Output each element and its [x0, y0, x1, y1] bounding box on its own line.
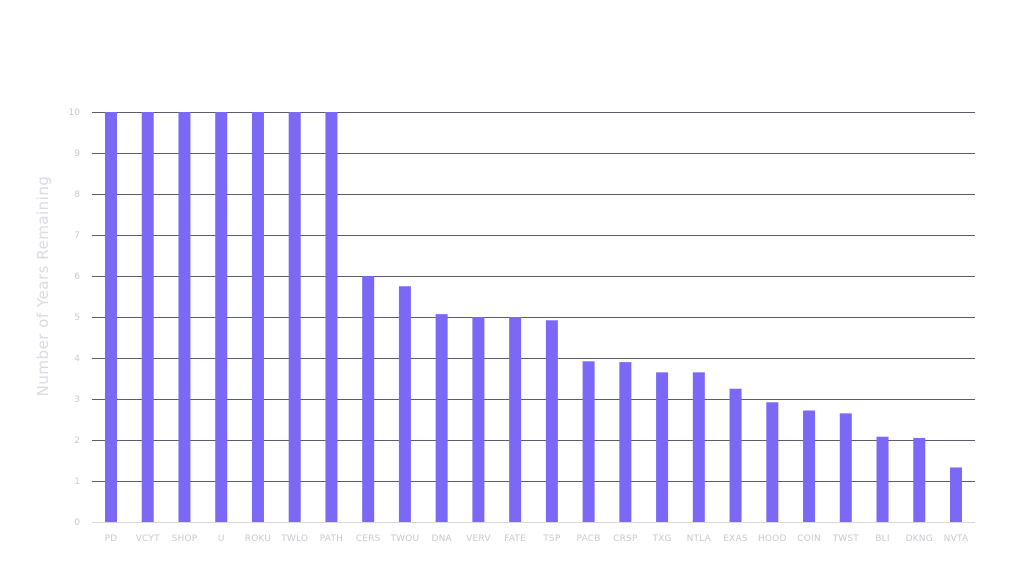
gridlines — [92, 112, 975, 523]
x-tick-label: PATH — [320, 534, 343, 544]
x-tick-label: CRSP — [613, 534, 638, 544]
bar-cers — [362, 276, 375, 522]
y-axis-ticks: 0 1 2 3 4 5 6 7 8 9 10 — [69, 108, 81, 528]
x-tick-label: PD — [105, 534, 118, 544]
bar-path — [325, 112, 338, 522]
x-tick-label: DKNG — [906, 534, 933, 544]
bar-nvta — [950, 467, 962, 522]
y-tick-label: 0 — [74, 518, 80, 528]
x-axis-ticks: PD VCYT SHOP U ROKU TWLO PATH CERS TWOU DNA VERV FA… — [105, 534, 969, 544]
bar-hood — [766, 402, 779, 522]
x-tick-label: TWOU — [389, 534, 419, 544]
y-tick-label: 3 — [74, 395, 80, 405]
x-tick-label: TXG — [651, 534, 671, 544]
x-tick-label: U — [218, 534, 225, 544]
x-tick-label: ROKU — [245, 534, 271, 544]
x-tick-label: COIN — [797, 534, 821, 544]
y-axis-label: Number of Years Remaining — [34, 176, 52, 397]
bar-twlo — [288, 112, 301, 522]
y-tick-label: 2 — [74, 436, 80, 446]
bar-fate — [509, 317, 522, 522]
bar-roku — [251, 112, 264, 522]
bar-ntla — [692, 372, 705, 522]
y-tick-label: 8 — [74, 190, 80, 200]
x-tick-label: SHOP — [172, 534, 198, 544]
bar-u — [215, 112, 228, 522]
x-tick-label: VCYT — [136, 534, 160, 544]
bar-vcyt — [141, 112, 154, 522]
x-tick-label: CERS — [356, 534, 381, 544]
bar-pd — [105, 112, 117, 522]
bar-tsp — [545, 320, 558, 522]
bar-dkng — [913, 437, 926, 522]
x-tick-label: NVTA — [944, 534, 969, 544]
bar-coin — [803, 410, 816, 522]
bars — [105, 112, 962, 522]
y-tick-label: 4 — [74, 354, 80, 364]
x-tick-label: DNA — [431, 534, 452, 544]
x-tick-label: TWST — [832, 534, 860, 544]
x-tick-label: EXAS — [723, 534, 748, 544]
bar-txg — [656, 372, 669, 522]
y-tick-label: 7 — [74, 231, 80, 241]
bar-pacb — [582, 361, 595, 522]
x-tick-label: FATE — [504, 534, 526, 544]
x-tick-label: HOOD — [758, 534, 787, 544]
bar-verv — [472, 317, 485, 522]
bar-dna — [435, 314, 448, 522]
y-tick-label: 6 — [74, 272, 80, 282]
bar-bli — [876, 436, 889, 522]
bar-shop — [178, 112, 191, 522]
bar-twst — [839, 413, 852, 522]
y-tick-label: 9 — [74, 149, 80, 159]
y-tick-label: 10 — [69, 108, 81, 118]
y-tick-label: 1 — [74, 477, 80, 487]
x-tick-label: VERV — [466, 534, 491, 544]
bar-twou — [398, 286, 411, 522]
x-tick-label: PACB — [577, 534, 601, 544]
x-tick-label: TSP — [542, 534, 561, 544]
bar-exas — [729, 388, 742, 522]
y-tick-label: 5 — [74, 313, 80, 323]
x-tick-label: BLI — [875, 534, 889, 544]
bar-crsp — [619, 362, 632, 522]
x-tick-label: TWLO — [280, 534, 308, 544]
x-tick-label: NTLA — [687, 534, 712, 544]
